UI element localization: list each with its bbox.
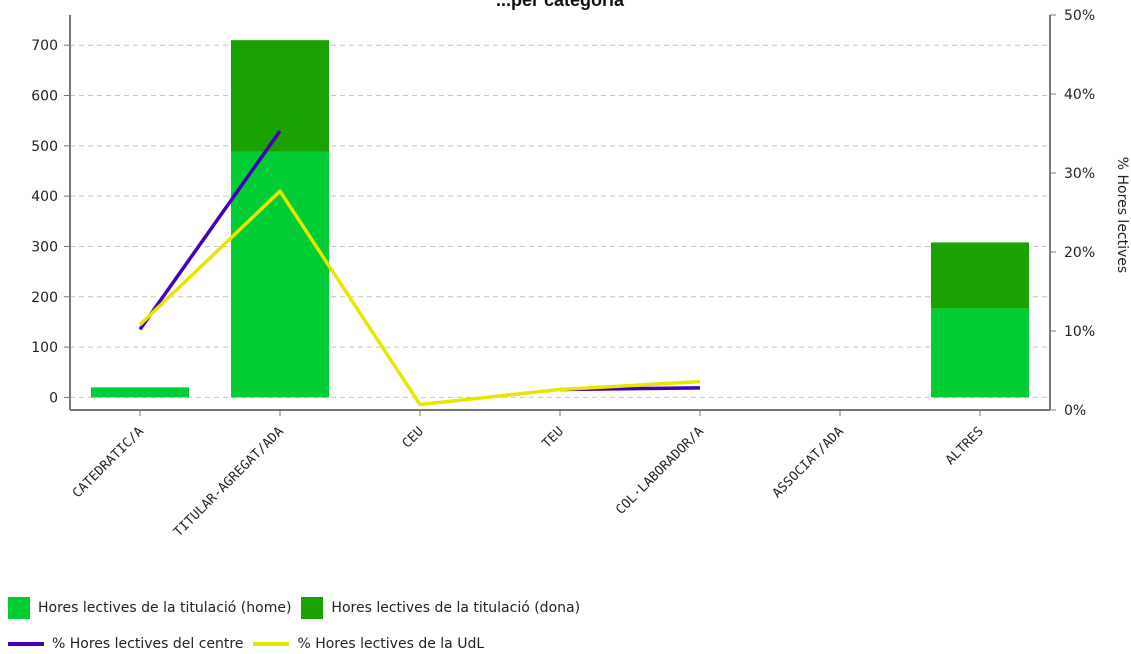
right-tick-label: 30% [1064,166,1095,182]
legend-label-dona: Hores lectives de la titulació (dona) [331,600,581,616]
legend-swatch-dona [301,597,324,619]
bar-home[interactable] [91,387,189,398]
bars [91,40,1029,398]
right-tick-label: 0% [1064,403,1086,419]
legend-bars: Hores lectives de la titulació (home) Ho… [8,597,590,619]
x-tick-label: TEU [540,424,567,451]
right-axis-ticks: 0% 10% 20% 30% 40% 50% [1050,8,1095,419]
left-tick-label: 400 [31,189,58,205]
left-tick-label: 700 [31,38,58,54]
right-tick-label: 10% [1064,324,1095,340]
x-axis-ticks: CATEDRATIC/A TITULAR-AGREGAT/ADA CEU TEU COL… [70,410,987,540]
legend-item-udl[interactable]: % Hores lectives de la UdL [253,636,484,652]
left-tick-label: 600 [31,89,58,105]
legend-item-home[interactable]: Hores lectives de la titulació (home) [8,597,291,619]
left-tick-label: 0 [49,390,58,406]
bar-dona[interactable] [931,242,1029,309]
legend-label-home: Hores lectives de la titulació (home) [38,600,292,616]
series-lines [138,130,701,407]
bar-home[interactable] [231,151,329,398]
legend-swatch-centre [8,642,44,646]
legend-label-udl: % Hores lectives de la UdL [297,636,485,652]
x-tick-label: TITULAR-AGREGAT/ADA [171,424,287,540]
legend-label-centre: % Hores lectives del centre [52,636,244,652]
x-tick-label: CEU [400,424,427,451]
line-udl[interactable] [138,189,701,407]
legend-item-dona[interactable]: Hores lectives de la titulació (dona) [301,597,580,619]
legend-item-centre[interactable]: % Hores lectives del centre [8,636,243,652]
left-tick-label: 300 [31,239,58,255]
axes [69,15,1051,411]
legend-swatch-udl [253,642,290,646]
x-tick-label: CATEDRATIC/A [70,424,147,501]
chart-title: ...per categoria [496,0,625,10]
left-tick-label: 200 [31,290,58,306]
line-centre[interactable] [138,130,701,392]
right-tick-label: 50% [1064,8,1095,24]
left-tick-label: 500 [31,139,58,155]
x-tick-label: ALTRES [943,424,987,468]
right-tick-label: 40% [1064,87,1095,103]
x-tick-label: COL·LABORADOR/A [613,424,707,518]
left-axis-ticks: 0 100 200 300 400 500 600 700 [31,38,70,406]
bar-dona[interactable] [231,40,329,152]
legend-swatch-home [8,597,30,619]
right-axis-title: % Hores lectives [1114,157,1130,273]
bar-home[interactable] [931,308,1029,398]
right-tick-label: 20% [1064,245,1095,261]
legend-lines: % Hores lectives del centre % Hores lect… [8,636,494,652]
x-tick-label: ASSOCIAT/ADA [770,424,847,501]
left-tick-label: 100 [31,340,58,356]
